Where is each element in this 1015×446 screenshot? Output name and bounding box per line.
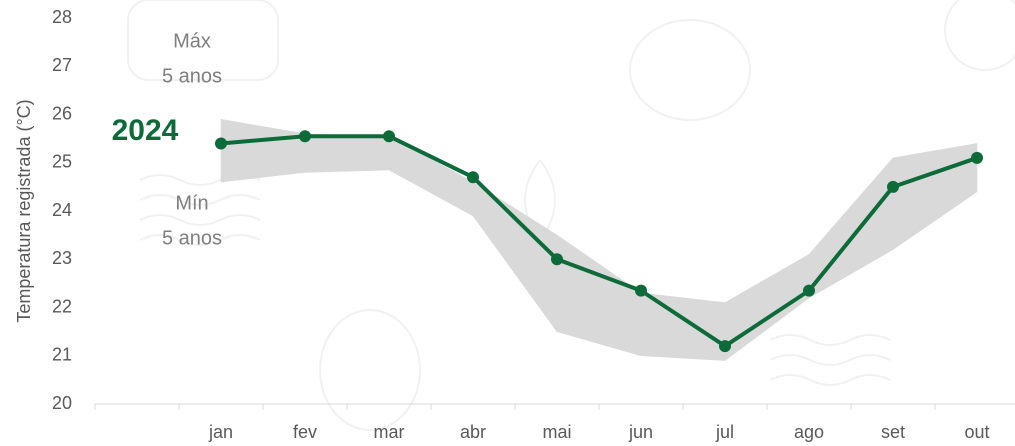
band-segment bbox=[304, 133, 390, 173]
y-tick-label: 27 bbox=[52, 55, 72, 75]
y-tick-label: 22 bbox=[52, 296, 72, 316]
x-tick-label: jun bbox=[628, 422, 653, 442]
deco-shape bbox=[127, 0, 279, 81]
x-tick-label: abr bbox=[460, 422, 486, 442]
data-point bbox=[383, 130, 395, 143]
deco-shape bbox=[319, 309, 421, 431]
band-segment bbox=[640, 292, 726, 361]
band-segment bbox=[388, 135, 474, 217]
deco-shape bbox=[629, 19, 751, 121]
deco-wave bbox=[769, 334, 891, 386]
x-tick-label: jan bbox=[208, 422, 233, 442]
x-tick-label: mai bbox=[542, 422, 571, 442]
data-point bbox=[635, 284, 647, 297]
x-tick-label: set bbox=[881, 422, 905, 442]
y-tick-label: 20 bbox=[52, 393, 72, 413]
band-segment bbox=[472, 181, 558, 333]
y-tick-label: 23 bbox=[52, 248, 72, 268]
data-point bbox=[215, 137, 227, 150]
data-point bbox=[467, 171, 479, 184]
band-segment bbox=[556, 234, 642, 357]
band-label: Máx bbox=[173, 30, 211, 52]
data-point bbox=[719, 340, 731, 353]
y-tick-label: 26 bbox=[52, 103, 72, 123]
data-point bbox=[971, 151, 983, 164]
x-tick-label: mar bbox=[374, 422, 405, 442]
band-label: Mín bbox=[175, 192, 208, 214]
y-tick-label: 21 bbox=[52, 345, 72, 365]
series-line bbox=[220, 134, 978, 349]
background-decoration bbox=[127, 0, 1015, 431]
x-tick-label: out bbox=[964, 422, 989, 442]
data-point bbox=[551, 253, 563, 266]
band-label: 5 anos bbox=[162, 227, 222, 249]
x-tick-label: ago bbox=[794, 422, 824, 442]
band-segment bbox=[724, 253, 810, 362]
y-tick-label: 24 bbox=[52, 200, 72, 220]
y-tick-label: 28 bbox=[52, 7, 72, 27]
y-axis-title: Temperatura registrada (°C) bbox=[14, 99, 34, 322]
data-point bbox=[887, 180, 899, 193]
x-tick-label: fev bbox=[293, 422, 317, 442]
y-tick-label: 25 bbox=[52, 152, 72, 172]
x-tick-label: jul bbox=[715, 422, 734, 442]
data-point bbox=[299, 130, 311, 143]
deco-wave bbox=[139, 174, 261, 246]
series-label: 2024 bbox=[112, 114, 179, 147]
deco-shape bbox=[944, 0, 1015, 71]
data-point bbox=[803, 284, 815, 297]
band-label: 5 anos bbox=[162, 65, 222, 87]
band-segment bbox=[892, 143, 978, 251]
band-segment bbox=[220, 118, 306, 183]
